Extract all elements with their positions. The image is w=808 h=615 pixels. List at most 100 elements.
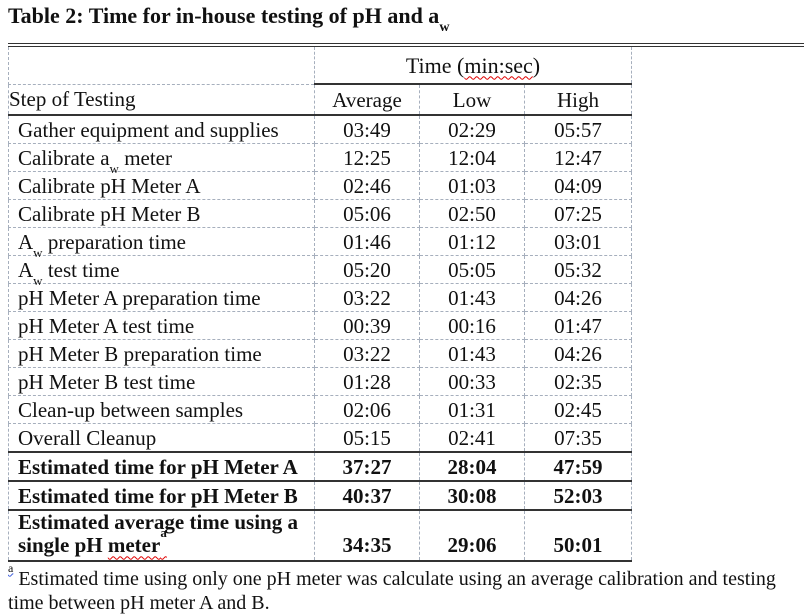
column-header-high: High [524,84,633,117]
table-top-border [8,43,804,48]
step-cell: Calibrate aw meter [8,143,315,175]
testing-time-table: Time (min:sec) Step of Testing Average L… [8,47,633,563]
low-value-cell: 00:33 [419,367,525,397]
step-cell: Clean-up between samples [8,395,315,425]
high-value-cell: 05:57 [523,114,633,145]
high-value-cell: 07:35 [523,423,633,453]
high-value-cell: 05:32 [523,255,633,285]
average-value-cell: 01:46 [314,227,420,257]
low-value-cell: 05:05 [419,255,525,285]
step-cell: Estimated time for pH Meter B [8,480,315,511]
low-value-cell: 29:06 [419,509,525,563]
high-value-cell: 03:01 [523,227,633,257]
high-value-cell: 47:59 [523,451,633,482]
column-header-row: Step of Testing Average Low High [8,84,633,117]
step-cell: pH Meter B preparation time [8,339,315,369]
low-value-cell: 12:04 [419,143,525,173]
footnote: a Estimated time using only one pH meter… [8,562,802,615]
spellcheck-underline: min:sec [464,52,533,78]
high-value-cell: 04:09 [523,171,633,201]
table-row: Estimated time for pH Meter B 40:37 30:08 5… [8,480,633,511]
footnote-reference: a [160,525,167,541]
corner-cell [8,47,315,85]
subscript: w [109,160,119,176]
step-cell: Calibrate pH Meter B [8,199,315,229]
step-cell: pH Meter A preparation time [8,283,315,313]
low-value-cell: 01:31 [419,395,525,425]
table-row: pH Meter B preparation time 03:22 01:43 04:… [8,339,633,369]
average-value-cell: 02:46 [314,171,420,201]
average-value-cell: 12:25 [314,143,420,173]
step-cell: Estimated average time using a single pH… [8,509,315,563]
table-row: Estimated average time using a single pH… [8,509,633,563]
step-cell: pH Meter B test time [8,367,315,397]
subscript: w [33,272,43,288]
low-value-cell: 01:43 [419,339,525,369]
step-cell: Calibrate pH Meter A [8,171,315,201]
high-value-cell: 02:35 [523,367,633,397]
time-header-row: Time (min:sec) [8,47,633,86]
high-value-cell: 01:47 [523,311,633,341]
table-row: Overall Cleanup 05:15 02:41 07:35 [8,423,633,453]
column-header-low: Low [419,84,525,117]
average-value-cell: 02:06 [314,395,420,425]
footnote-text: Estimated time using only one pH meter w… [8,568,776,615]
low-value-cell: 01:12 [419,227,525,257]
high-value-cell: 50:01 [523,509,633,563]
table-row: Aw test time 05:20 05:05 05:32 [8,255,633,287]
average-value-cell: 40:37 [314,480,420,511]
low-value-cell: 02:29 [419,114,525,145]
step-cell: Aw preparation time [8,227,315,259]
time-header-pre: Time ( [405,52,465,78]
low-value-cell: 30:08 [419,480,525,511]
caption-subscript: w [439,20,450,36]
step-cell: Gather equipment and supplies [8,114,315,145]
low-value-cell: 02:41 [419,423,525,453]
step-cell: Estimated time for pH Meter A [8,451,315,482]
table-row: Calibrate pH Meter B 05:06 02:50 07:25 [8,199,633,229]
table-row: pH Meter A test time 00:39 00:16 01:47 [8,311,633,341]
average-value-cell: 05:06 [314,199,420,229]
table-row: Calibrate pH Meter A 02:46 01:03 04:09 [8,171,633,201]
high-value-cell: 04:26 [523,283,633,313]
step-cell: Aw test time [8,255,315,287]
average-value-cell: 00:39 [314,311,420,341]
high-value-cell: 52:03 [523,480,633,511]
average-value-cell: 37:27 [314,451,420,482]
low-value-cell: 01:43 [419,283,525,313]
table-row: Gather equipment and supplies 03:49 02:29 0… [8,114,633,145]
subscript: w [33,244,43,260]
table-row: Calibrate aw meter 12:25 12:04 12:47 [8,143,633,175]
low-value-cell: 02:50 [419,199,525,229]
low-value-cell: 28:04 [419,451,525,482]
average-value-cell: 01:28 [314,367,420,397]
column-header-step: Step of Testing [8,84,315,117]
time-header-post: ) [532,52,541,78]
table-row: Estimated time for pH Meter A 37:27 28:04 4… [8,451,633,482]
low-value-cell: 01:03 [419,171,525,201]
high-value-cell: 02:45 [523,395,633,425]
footnote-marker: a [8,560,14,575]
high-value-cell: 04:26 [523,339,633,369]
high-value-cell: 12:47 [523,143,633,173]
caption-text: Table 2: Time for in-house testing of pH… [8,3,440,28]
table-row: Clean-up between samples 02:06 01:31 02:45 [8,395,633,425]
time-header-cell: Time (min:sec) [314,47,633,86]
step-cell: Overall Cleanup [8,423,315,453]
average-value-cell: 03:22 [314,283,420,313]
column-header-average: Average [314,84,420,117]
step-cell: pH Meter A test time [8,311,315,341]
spellcheck-underline: metera [107,525,167,558]
average-value-cell: 05:20 [314,255,420,285]
average-value-cell: 03:49 [314,114,420,145]
table-row: Aw preparation time 01:46 01:12 03:01 [8,227,633,259]
average-value-cell: 05:15 [314,423,420,453]
high-value-cell: 07:25 [523,199,633,229]
table-row: pH Meter B test time 01:28 00:33 02:35 [8,367,633,397]
table-body: Gather equipment and supplies 03:49 02:29 0… [8,114,633,563]
low-value-cell: 00:16 [419,311,525,341]
table-row: pH Meter A preparation time 03:22 01:43 04:… [8,283,633,313]
average-value-cell: 03:22 [314,339,420,369]
average-value-cell: 34:35 [314,509,420,563]
